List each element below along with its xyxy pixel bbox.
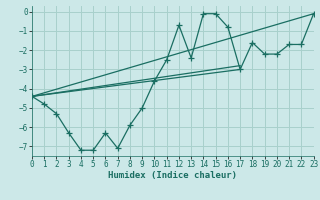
X-axis label: Humidex (Indice chaleur): Humidex (Indice chaleur) (108, 171, 237, 180)
